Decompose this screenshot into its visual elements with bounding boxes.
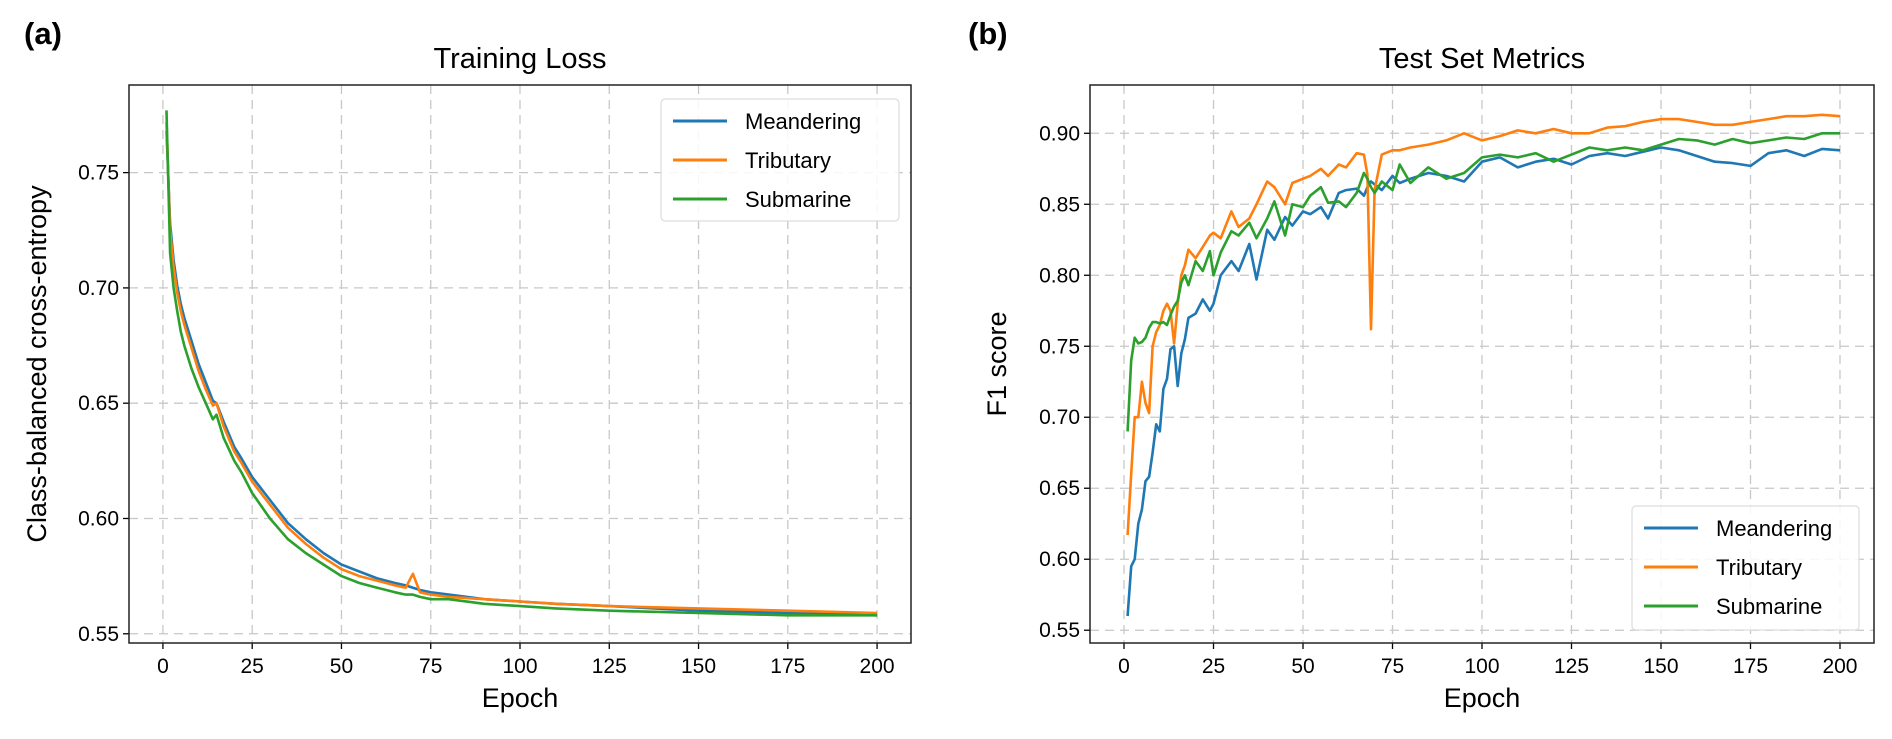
y-tick-label: 0.55 xyxy=(1039,619,1080,642)
y-tick-label: 0.60 xyxy=(78,507,119,530)
x-tick-label: 50 xyxy=(330,655,353,678)
series-line-submarine xyxy=(1126,132,1840,432)
y-axis-label: Class-balanced cross-entropy xyxy=(22,185,52,543)
y-tick-label: 0.80 xyxy=(1039,264,1080,287)
y-tick-label: 0.65 xyxy=(78,392,119,415)
chart-a: (a) Training Loss 0 25 50 75 100 125 150 175 200 0.… xyxy=(22,16,912,713)
legend-label: Meandering xyxy=(1716,516,1832,541)
legend-label: Submarine xyxy=(1716,594,1822,619)
legend-box xyxy=(1631,505,1860,631)
x-tick-label: 175 xyxy=(770,655,805,678)
x-tick-label: 175 xyxy=(1733,655,1768,678)
plot-frame xyxy=(1089,84,1875,644)
legend-label: Submarine xyxy=(745,187,851,212)
y-tick-label: 0.75 xyxy=(78,162,119,185)
x-tick-label: 75 xyxy=(1381,655,1404,678)
series-line-meandering xyxy=(1126,146,1841,617)
y-tick-label: 0.55 xyxy=(78,623,119,646)
x-tick-label: 200 xyxy=(1822,655,1857,678)
plot-frame xyxy=(128,84,912,644)
y-tick-label: 0.90 xyxy=(1039,122,1080,145)
series-line-tributary xyxy=(1126,113,1841,536)
x-tick-label: 25 xyxy=(1202,655,1225,678)
x-tick-label: 75 xyxy=(419,655,442,678)
chart-b: (b) Test Set Metrics 0 25 50 75 100 125 150 175 20… xyxy=(968,16,1875,713)
legend-label: Tributary xyxy=(745,148,831,173)
x-tick-label: 125 xyxy=(1554,655,1589,678)
y-tick-label: 0.70 xyxy=(78,277,119,300)
chart-title: Test Set Metrics xyxy=(1379,43,1585,75)
y-axis-label: F1 score xyxy=(982,311,1012,416)
y-tick-label: 0.75 xyxy=(1039,335,1080,358)
panel-label: (b) xyxy=(968,16,1008,51)
x-tick-label: 0 xyxy=(1118,655,1130,678)
y-tick-label: 0.85 xyxy=(1039,193,1080,216)
x-tick-label: 150 xyxy=(1643,655,1678,678)
panel-label: (a) xyxy=(24,16,62,51)
legend-label: Meandering xyxy=(745,109,861,134)
y-tick-label: 0.60 xyxy=(1039,548,1080,571)
y-tick-label: 0.70 xyxy=(1039,406,1080,429)
legend-box xyxy=(660,98,900,222)
series-line-submarine xyxy=(165,110,878,617)
chart-title: Training Loss xyxy=(433,43,606,75)
x-tick-label: 100 xyxy=(1464,655,1499,678)
x-tick-label: 0 xyxy=(157,655,169,678)
x-tick-label: 25 xyxy=(241,655,264,678)
y-tick-label: 0.65 xyxy=(1039,477,1080,500)
x-tick-label: 100 xyxy=(502,655,537,678)
x-tick-label: 200 xyxy=(860,655,895,678)
legend-label: Tributary xyxy=(1716,555,1802,580)
x-tick-label: 125 xyxy=(592,655,627,678)
x-tick-label: 150 xyxy=(681,655,716,678)
legend: Meandering Tributary Submarine xyxy=(660,98,900,222)
x-axis-label: Epoch xyxy=(482,683,559,713)
series-line-tributary xyxy=(165,121,878,615)
x-axis-label: Epoch xyxy=(1444,683,1521,713)
x-tick-label: 50 xyxy=(1291,655,1314,678)
legend: Meandering Tributary Submarine xyxy=(1631,505,1860,631)
